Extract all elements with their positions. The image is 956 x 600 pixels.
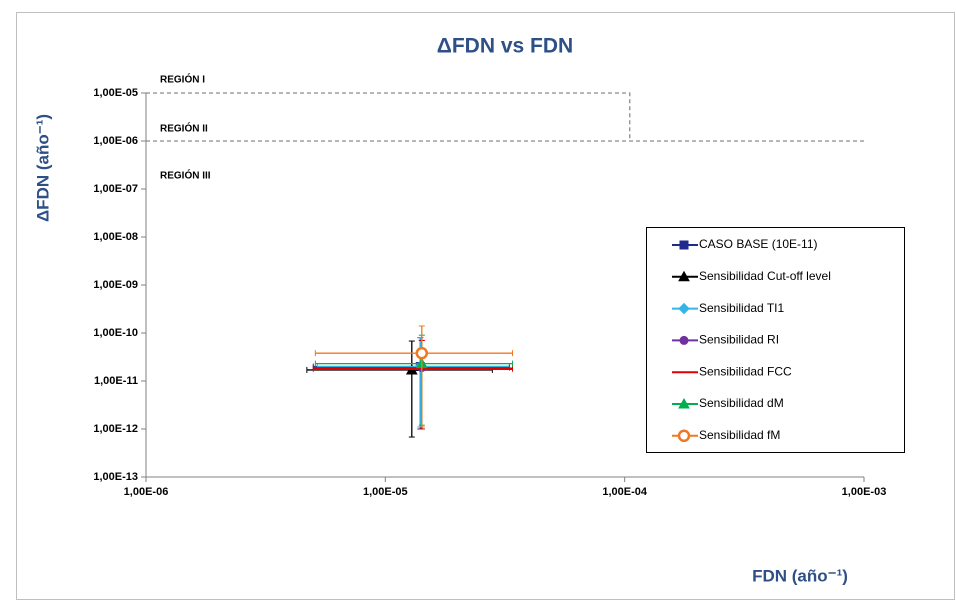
region-label: REGIÓN III xyxy=(160,169,211,182)
legend-marker xyxy=(678,270,690,282)
y-tick-label: 1,00E-09 xyxy=(93,279,138,291)
region-label: REGIÓN II xyxy=(160,122,208,135)
x-tick-label: 1,00E-03 xyxy=(842,486,887,498)
region-boundary xyxy=(146,92,631,141)
legend-marker xyxy=(679,240,689,250)
legend-label: Sensibilidad dM xyxy=(699,396,784,410)
legend-label: Sensibilidad RI xyxy=(699,333,779,347)
x-tick-label: 1,00E-04 xyxy=(602,486,648,498)
y-tick-label: 1,00E-08 xyxy=(93,231,138,243)
x-tick-label: 1,00E-05 xyxy=(363,486,408,498)
y-axis-label: ΔFDN (año⁻¹) xyxy=(33,114,52,222)
marker xyxy=(415,346,429,360)
y-tick-label: 1,00E-13 xyxy=(93,471,138,483)
legend-marker xyxy=(678,397,690,409)
legend-label: Sensibilidad FCC xyxy=(699,364,792,378)
legend-marker xyxy=(677,429,691,443)
y-tick-label: 1,00E-06 xyxy=(93,135,138,147)
y-tick-label: 1,00E-05 xyxy=(93,87,138,99)
y-tick-label: 1,00E-10 xyxy=(93,327,138,339)
region-label: REGIÓN I xyxy=(160,73,205,86)
y-tick-label: 1,00E-11 xyxy=(94,375,138,387)
legend-label: Sensibilidad Cut-off level xyxy=(699,269,831,283)
x-tick-label: 1,00E-06 xyxy=(124,486,169,498)
legend-label: CASO BASE (10E-11) xyxy=(699,237,818,251)
legend-label: Sensibilidad fM xyxy=(699,428,780,442)
chart-title: ΔFDN vs FDN xyxy=(437,35,573,58)
x-axis-label: FDN (año⁻¹) xyxy=(752,566,848,585)
y-tick-label: 1,00E-12 xyxy=(93,423,138,435)
legend-marker xyxy=(678,302,690,315)
legend-marker xyxy=(679,335,689,345)
y-tick-label: 1,00E-07 xyxy=(93,183,138,195)
legend-label: Sensibilidad TI1 xyxy=(699,301,784,315)
